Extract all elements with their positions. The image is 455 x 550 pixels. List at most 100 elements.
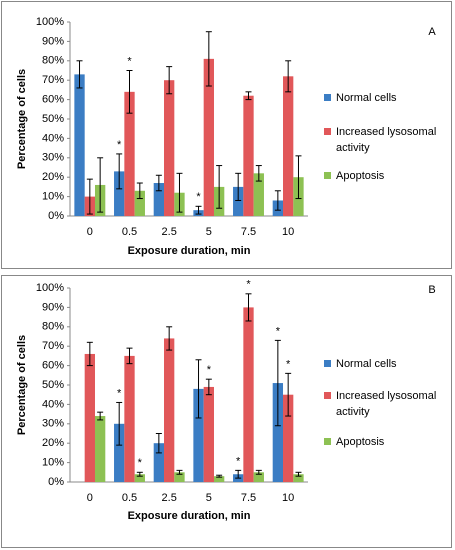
bar xyxy=(253,472,264,482)
x-axis-title: Exposure duration, min xyxy=(128,245,251,257)
chart: 0% 10% 20% 30% 40% 50% 60% 70% 80% 90% 100% Percent… xyxy=(16,16,436,257)
annotation: * xyxy=(286,358,291,370)
legend-item: Increased lysosomal activity xyxy=(324,388,446,420)
legend-item: Increased lysosomal activity xyxy=(324,124,446,156)
panel: 0% 10% 20% 30% 40% 50% 60% 70% 80% 90% 100% Percent… xyxy=(1,275,452,548)
legend-item: Apoptosis xyxy=(324,434,446,450)
y-tick-label: 0% xyxy=(48,210,64,222)
bar xyxy=(114,423,125,482)
legend-swatch xyxy=(324,392,331,399)
y-axis-title: Percentage of cells xyxy=(16,335,28,435)
panel: 0% 10% 20% 30% 40% 50% 60% 70% 80% 90% 100% Percent… xyxy=(1,1,452,269)
legend-swatch xyxy=(324,172,331,179)
y-tick-label: 80% xyxy=(42,321,64,333)
x-tick-label: 2.5 xyxy=(162,226,177,238)
bar xyxy=(164,80,175,216)
bar xyxy=(203,386,214,482)
bar xyxy=(94,416,106,482)
bar xyxy=(134,474,145,482)
legend-label: Increased lysosomal activity xyxy=(336,126,437,154)
x-tick-label: 0.5 xyxy=(122,492,137,504)
annotation: * xyxy=(276,325,281,337)
y-tick-label: 100% xyxy=(36,16,64,28)
bar xyxy=(153,443,165,482)
y-tick-label: 80% xyxy=(42,55,64,67)
panel-label: B xyxy=(428,284,435,296)
bar xyxy=(124,355,135,482)
y-tick-label: 90% xyxy=(42,301,64,313)
bar xyxy=(213,476,225,482)
chart: 0% 10% 20% 30% 40% 50% 60% 70% 80% 90% 100% Percent… xyxy=(16,279,436,522)
bar xyxy=(293,474,304,482)
x-tick-label: 10 xyxy=(282,226,294,238)
annotation: * xyxy=(127,55,132,67)
y-tick-label: 50% xyxy=(42,379,64,391)
x-tick-label: 7.5 xyxy=(241,492,256,504)
x-tick-label: 5 xyxy=(206,492,212,504)
annotation: * xyxy=(138,457,143,469)
bar xyxy=(84,353,95,482)
legend-item: Normal cells xyxy=(324,356,446,372)
y-tick-label: 20% xyxy=(42,171,64,183)
annotation: * xyxy=(196,191,201,203)
x-tick-label: 5 xyxy=(206,226,212,238)
y-tick-label: 90% xyxy=(42,35,64,47)
legend-swatch xyxy=(324,94,331,101)
annotation: * xyxy=(236,455,241,467)
bar xyxy=(193,388,204,482)
legend-label: Normal cells xyxy=(336,92,397,104)
y-tick-label: 70% xyxy=(42,340,64,352)
y-tick-label: 40% xyxy=(42,132,64,144)
y-tick-label: 40% xyxy=(42,398,64,410)
x-tick-label: 0.5 xyxy=(122,226,137,238)
legend-item: Normal cells xyxy=(324,90,446,106)
x-tick-label: 7.5 xyxy=(241,226,256,238)
y-tick-label: 60% xyxy=(42,94,64,106)
legend-swatch xyxy=(324,438,331,445)
bar xyxy=(74,74,85,216)
legend-item: Apoptosis xyxy=(324,168,446,184)
y-tick-label: 0% xyxy=(48,476,64,488)
y-tick-label: 30% xyxy=(42,152,64,164)
legend-swatch xyxy=(324,360,331,367)
panel-label: A xyxy=(428,26,436,38)
x-tick-label: 0 xyxy=(87,492,93,504)
bar xyxy=(164,338,175,482)
y-tick-label: 100% xyxy=(36,282,64,294)
bar xyxy=(272,383,284,482)
x-axis-title: Exposure duration, min xyxy=(128,510,251,522)
bar xyxy=(283,394,294,482)
bar xyxy=(203,58,214,216)
annotation: * xyxy=(207,364,212,376)
bar xyxy=(174,472,185,482)
bar xyxy=(243,95,254,216)
bar xyxy=(124,91,135,216)
annotation: * xyxy=(246,279,251,291)
y-tick-label: 70% xyxy=(42,74,64,86)
x-tick-label: 2.5 xyxy=(162,492,177,504)
legend-label: Apoptosis xyxy=(336,170,385,182)
legend-label: Apoptosis xyxy=(336,436,385,448)
annotation: * xyxy=(117,387,122,399)
legend-label: Increased lysosomal activity xyxy=(336,390,437,418)
legend-label: Normal cells xyxy=(336,358,397,370)
x-tick-label: 0 xyxy=(87,226,93,238)
bar xyxy=(243,307,254,482)
y-tick-label: 60% xyxy=(42,360,64,372)
y-axis-title: Percentage of cells xyxy=(16,69,28,169)
y-tick-label: 10% xyxy=(42,457,64,469)
x-tick-label: 10 xyxy=(282,492,294,504)
y-tick-label: 50% xyxy=(42,113,64,125)
y-tick-label: 20% xyxy=(42,437,64,449)
bar xyxy=(233,186,244,216)
bar xyxy=(283,76,294,216)
bar xyxy=(134,190,145,216)
y-tick-label: 10% xyxy=(42,191,64,203)
legend-swatch xyxy=(324,128,331,135)
bar xyxy=(153,183,165,216)
annotation: * xyxy=(117,139,122,151)
bar xyxy=(253,173,264,216)
y-tick-label: 30% xyxy=(42,418,64,430)
bar xyxy=(114,171,125,216)
